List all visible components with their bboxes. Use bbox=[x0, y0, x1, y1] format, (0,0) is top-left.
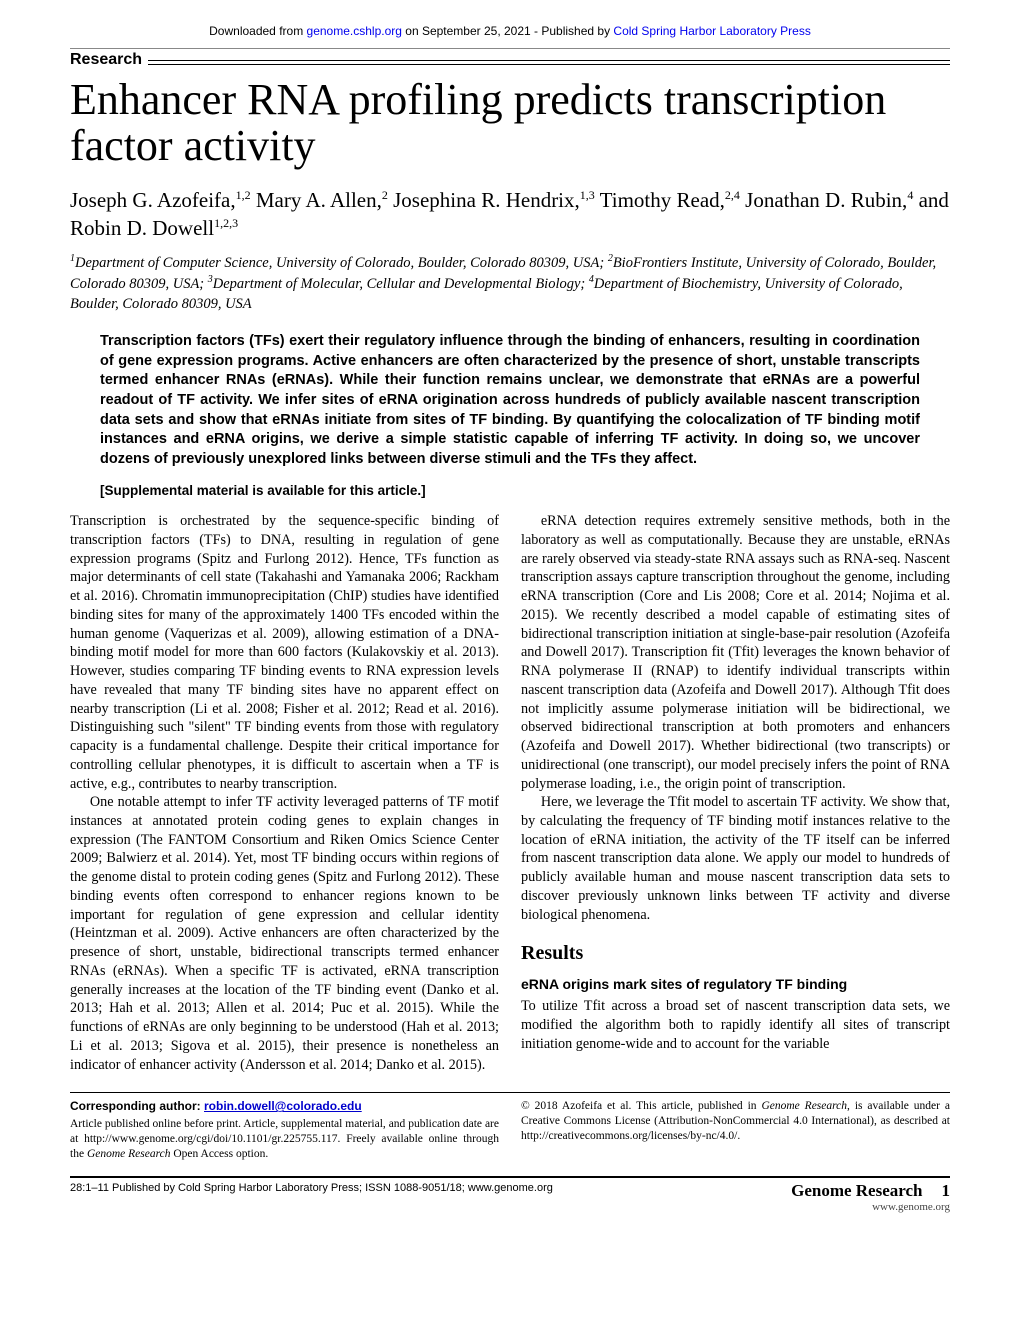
publisher-link[interactable]: Cold Spring Harbor Laboratory Press bbox=[613, 24, 810, 38]
affiliations: 1Department of Computer Science, Univers… bbox=[70, 252, 950, 314]
section-rule: Research bbox=[70, 51, 950, 69]
footer-col-left: Corresponding author: robin.dowell@color… bbox=[70, 1099, 499, 1161]
body-columns: Transcription is orchestrated by the seq… bbox=[70, 512, 950, 1074]
corr-email-link[interactable]: robin.dowell@colorado.edu bbox=[204, 1099, 362, 1113]
body-p4: Here, we leverage the Tfit model to asce… bbox=[521, 793, 950, 924]
footer-right-text: © 2018 Azofeifa et al. This article, pub… bbox=[521, 1099, 950, 1144]
section-label: Research bbox=[70, 51, 148, 69]
abstract: Transcription factors (TFs) exert their … bbox=[100, 332, 920, 469]
journal-url: www.genome.org bbox=[872, 1201, 950, 1213]
top-rule bbox=[70, 48, 950, 49]
body-p2: One notable attempt to infer TF activity… bbox=[70, 793, 499, 1074]
article-title: Enhancer RNA profiling predicts transcri… bbox=[70, 77, 950, 169]
site-link[interactable]: genome.cshlp.org bbox=[307, 24, 402, 38]
page-footer: 28:1–11 Published by Cold Spring Harbor … bbox=[70, 1176, 950, 1214]
footer-block: Corresponding author: robin.dowell@color… bbox=[70, 1092, 950, 1161]
body-p1: Transcription is orchestrated by the seq… bbox=[70, 512, 499, 793]
footer-left-text: Article published online before print. A… bbox=[70, 1117, 499, 1162]
corresponding-author: Corresponding author: robin.dowell@color… bbox=[70, 1099, 499, 1115]
body-p5: To utilize Tfit across a broad set of na… bbox=[521, 997, 950, 1053]
results-subheading: eRNA origins mark sites of regulatory TF… bbox=[521, 975, 950, 993]
supplemental-note: [Supplemental material is available for … bbox=[100, 483, 920, 498]
footer-col-right: © 2018 Azofeifa et al. This article, pub… bbox=[521, 1099, 950, 1161]
page-number: 1 bbox=[942, 1181, 951, 1200]
body-p3: eRNA detection requires extremely sensit… bbox=[521, 512, 950, 793]
authors-line: Joseph G. Azofeifa,1,2 Mary A. Allen,2 J… bbox=[70, 187, 950, 242]
download-middle: on September 25, 2021 - Published by bbox=[405, 24, 613, 38]
page-footer-right: Genome Research 1 www.genome.org bbox=[791, 1182, 950, 1214]
download-prefix: Downloaded from bbox=[209, 24, 306, 38]
download-bar: Downloaded from genome.cshlp.org on Sept… bbox=[70, 20, 950, 48]
results-heading: Results bbox=[521, 940, 950, 966]
page-footer-left: 28:1–11 Published by Cold Spring Harbor … bbox=[70, 1182, 553, 1194]
corr-label: Corresponding author: bbox=[70, 1099, 204, 1113]
journal-name: Genome Research bbox=[791, 1182, 922, 1201]
page-container: Downloaded from genome.cshlp.org on Sept… bbox=[0, 0, 1020, 1244]
